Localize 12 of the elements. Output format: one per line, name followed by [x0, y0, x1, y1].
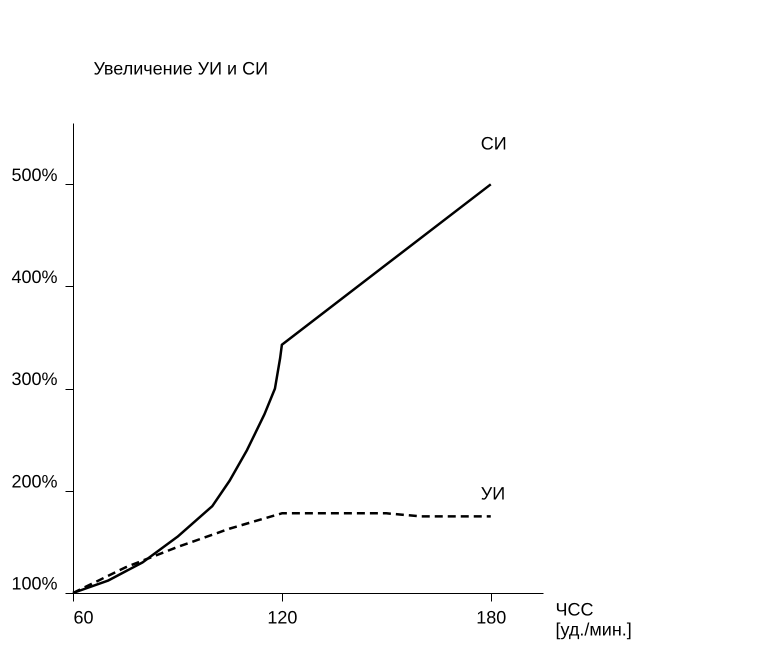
x-axis-title: ЧСС [уд./мин.] [556, 600, 632, 640]
y-axis-title: Увеличение УИ и СИ [94, 58, 268, 78]
x-tick-label: 120 [267, 608, 298, 628]
y-tick-label: 200% [11, 471, 58, 492]
y-tick-label: 100% [11, 574, 58, 594]
x-tick-label: 60 [74, 608, 94, 628]
series-label: УИ [480, 483, 506, 504]
series-label: СИ [480, 133, 507, 154]
y-tick-label: 400% [11, 266, 58, 287]
y-tick-label: 500% [11, 164, 58, 185]
x-tick-label: 180 [476, 608, 506, 628]
y-tick-label: 300% [11, 369, 58, 390]
